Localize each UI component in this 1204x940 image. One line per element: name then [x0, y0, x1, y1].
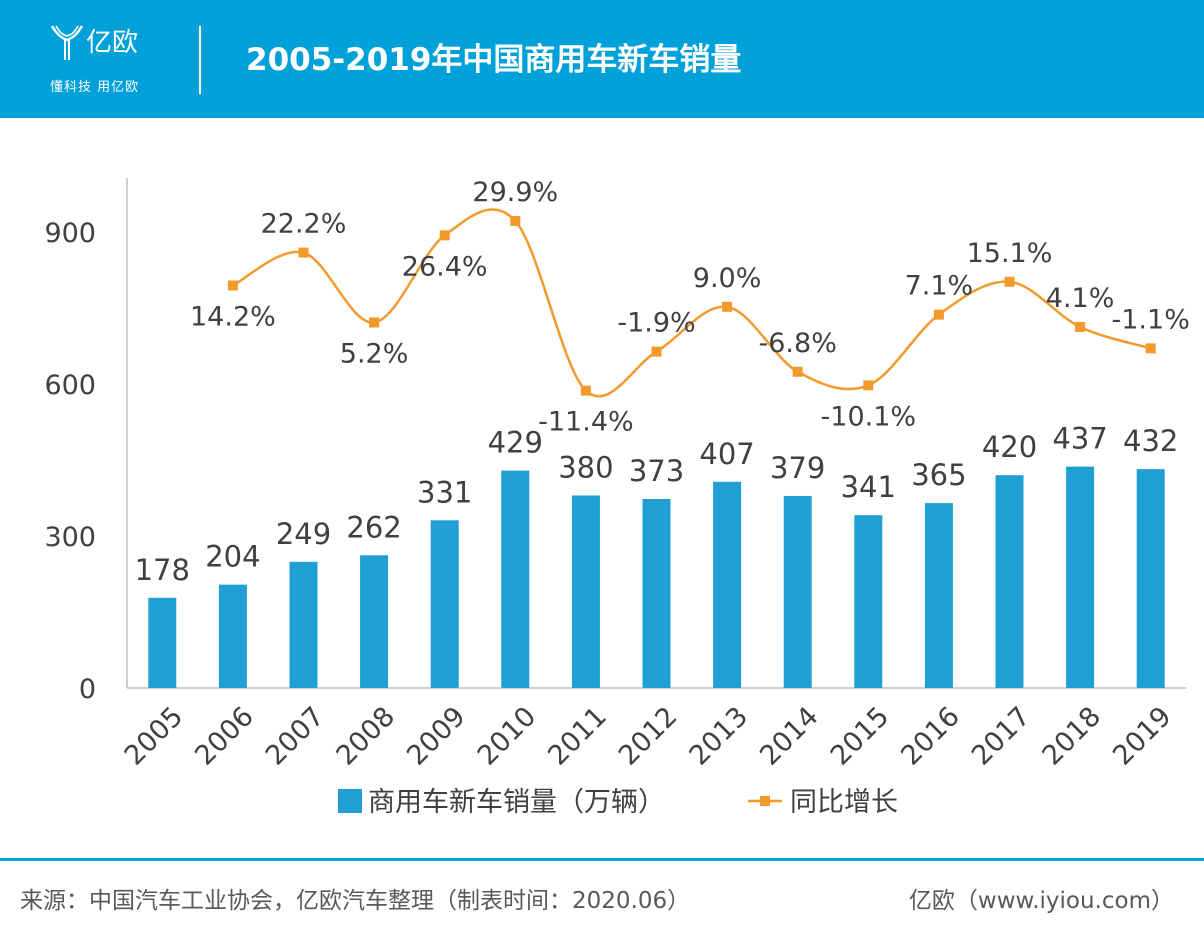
sales-value-label: 178: [135, 553, 190, 587]
header-divider: [199, 26, 201, 94]
sales-bar: [642, 499, 671, 688]
growth-value-label: 15.1%: [967, 238, 1053, 269]
x-tick-label: 2008: [331, 701, 402, 772]
x-tick-label: 2006: [189, 701, 260, 772]
sales-value-label: 437: [1052, 422, 1107, 456]
growth-marker: [510, 215, 521, 226]
growth-line: [232, 208, 1152, 398]
logo-name: 亿欧: [86, 28, 139, 58]
legend-bar-label: 商用车新车销量（万辆）: [368, 787, 665, 818]
growth-value-label: 4.1%: [1046, 283, 1115, 314]
x-tick-label: 2013: [684, 701, 755, 772]
growth-value-label: -6.8%: [759, 328, 837, 359]
growth-marker: [227, 280, 238, 291]
legend-bar-swatch: [338, 789, 362, 813]
footer-rule: [0, 858, 1204, 861]
sales-value-label: 373: [629, 454, 684, 488]
sales-value-label: 204: [205, 540, 260, 574]
sales-bar: [783, 495, 812, 688]
growth-value-label: 14.2%: [190, 301, 276, 332]
growth-marker: [1075, 321, 1086, 332]
growth-marker: [1145, 343, 1156, 354]
legend-line-marker: [760, 796, 770, 806]
sales-value-label: 341: [841, 470, 896, 504]
chart-legend: 商用车新车销量（万辆） 同比增长: [338, 787, 898, 818]
sales-bar-labels: 178 204 249 262 331 429 380 373 407 379 341 365 420 4…: [135, 422, 1179, 587]
x-axis-labels: 2005 2006 2007 2008 2009 2010 2011 2012 2013 2014…: [119, 701, 1178, 772]
sales-value-label: 429: [488, 426, 543, 460]
x-tick-label: 2012: [613, 701, 684, 772]
footer-source: 来源：中国汽车工业协会，亿欧汽车整理（制表时间：2020.06）: [20, 888, 691, 914]
logo-slogan: 懂科技 用亿欧: [50, 80, 140, 95]
page-title: 2005-2019年中国商用车新车销量: [246, 42, 742, 78]
sales-value-label: 365: [911, 458, 966, 492]
sales-bar: [924, 503, 953, 688]
sales-value-label: 331: [417, 475, 472, 509]
growth-line-group: [227, 208, 1156, 398]
x-tick-label: 2016: [895, 701, 966, 772]
growth-value-label: -11.4%: [538, 407, 634, 438]
y-tick-label: 0: [79, 674, 96, 705]
sales-value-label: 249: [276, 517, 331, 551]
sales-bar: [430, 520, 459, 688]
y-tick-label: 300: [44, 522, 96, 553]
sales-value-label: 379: [770, 451, 825, 485]
growth-labels: 14.2% 22.2% 5.2% 26.4% 29.9% -11.4% -1.9% 9.0% -…: [190, 177, 1190, 438]
x-tick-label: 2007: [260, 701, 331, 772]
x-tick-label: 2010: [472, 701, 543, 772]
x-tick-label: 2017: [966, 701, 1037, 772]
growth-marker: [580, 385, 591, 396]
sales-value-label: 380: [558, 450, 613, 484]
y-tick-label: 900: [44, 218, 96, 249]
y-tick-label: 600: [44, 370, 96, 401]
growth-value-label: -1.9%: [617, 308, 695, 339]
growth-value-label: 9.0%: [693, 263, 762, 294]
sales-value-label: 407: [699, 437, 754, 471]
sales-bar: [501, 470, 530, 688]
growth-value-label: 5.2%: [340, 338, 409, 369]
growth-value-label: -1.1%: [1112, 304, 1190, 335]
growth-marker: [722, 301, 733, 312]
growth-marker: [369, 317, 380, 328]
sales-value-label: 262: [346, 510, 401, 544]
x-tick-label: 2011: [542, 701, 613, 772]
sales-bar: [148, 597, 177, 688]
sales-bar: [713, 481, 742, 688]
growth-marker: [439, 230, 450, 241]
legend-line-label: 同比增长: [790, 787, 898, 818]
growth-marker: [933, 309, 944, 320]
x-tick-label: 2019: [1107, 701, 1178, 772]
growth-value-label: 7.1%: [905, 271, 974, 302]
x-tick-label: 2015: [825, 701, 896, 772]
growth-marker: [298, 247, 309, 258]
sales-bar: [289, 561, 318, 688]
sales-growth-chart: 0 300 600 900 178 204 249 262 331 429 380 373 407 37…: [44, 177, 1190, 818]
x-tick-label: 2018: [1037, 701, 1108, 772]
sales-bar: [360, 555, 389, 688]
sales-value-label: 420: [982, 430, 1037, 464]
footer-brand: 亿欧（www.iyiou.com）: [908, 888, 1174, 914]
growth-marker: [651, 346, 662, 357]
sales-value-label: 432: [1123, 424, 1178, 458]
growth-marker: [1004, 276, 1015, 287]
x-tick-label: 2009: [401, 701, 472, 772]
growth-value-label: 29.9%: [472, 177, 558, 208]
x-tick-label: 2014: [754, 701, 825, 772]
sales-bar: [1136, 469, 1165, 688]
growth-value-label: -10.1%: [821, 401, 917, 432]
growth-marker: [863, 380, 874, 391]
sales-bar: [854, 515, 883, 688]
yiou-logo-icon: [50, 25, 84, 60]
sales-bar: [571, 495, 600, 688]
sales-bar: [995, 475, 1024, 688]
growth-value-label: 22.2%: [261, 209, 347, 240]
sales-bar: [1066, 466, 1095, 688]
growth-value-label: 26.4%: [402, 251, 488, 282]
sales-bar: [218, 584, 247, 688]
growth-marker: [792, 366, 803, 377]
sales-bars: [148, 466, 1165, 688]
header-banner: 亿欧 懂科技 用亿欧 2005-2019年中国商用车新车销量: [0, 0, 1204, 118]
x-tick-label: 2005: [119, 701, 190, 772]
